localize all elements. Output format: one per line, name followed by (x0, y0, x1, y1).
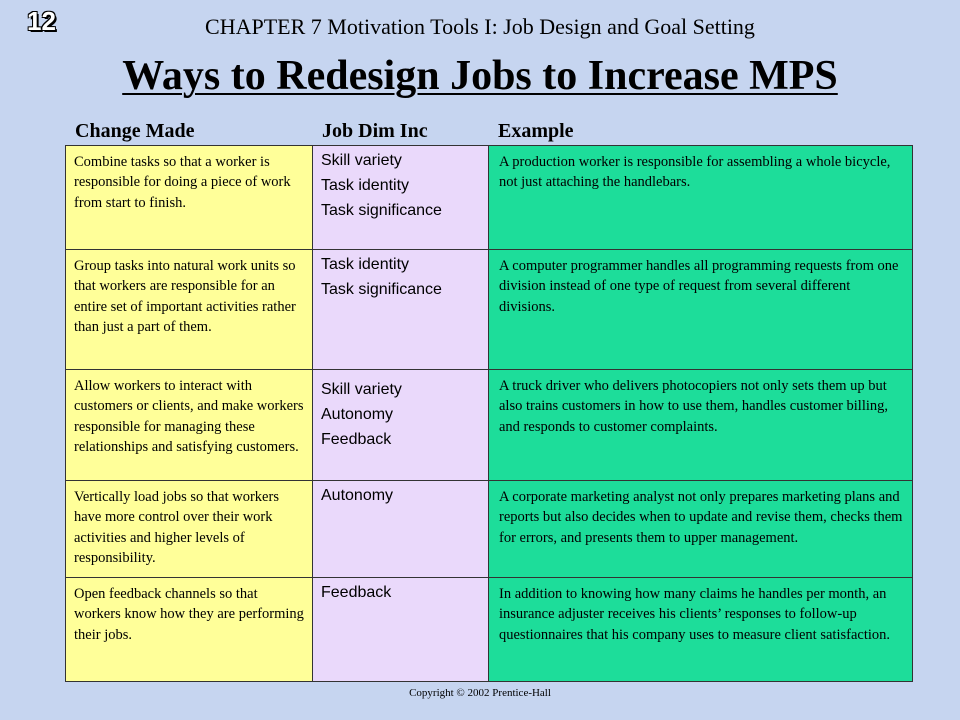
job-dim-item: Autonomy (321, 487, 394, 504)
example-cell: A production worker is responsible for a… (488, 145, 913, 249)
column-header-example: Example (498, 120, 574, 142)
example-cell: A truck driver who delivers photocopiers… (488, 369, 913, 480)
job-dim-cell: Skill variety Autonomy Feedback (312, 369, 488, 480)
job-dim-item: Skill variety (321, 152, 402, 169)
change-cell: Open feedback channels so that workers k… (65, 577, 312, 682)
slide-title: Ways to Redesign Jobs to Increase MPS (122, 53, 838, 99)
job-dim-cell: Skill variety Task identity Task signifi… (312, 145, 488, 249)
job-dim-item: Task identity (321, 176, 410, 194)
change-cell: Vertically load jobs so that workers hav… (65, 480, 312, 577)
chapter-header: CHAPTER 7 Motivation Tools I: Job Design… (205, 14, 755, 39)
job-dim-item: Task identity (321, 256, 410, 273)
job-dim-cell: Autonomy (312, 480, 488, 577)
redesign-table: Combine tasks so that a worker is respon… (65, 145, 913, 682)
example-cell: In addition to knowing how many claims h… (488, 577, 913, 682)
column-header-change: Change Made (75, 120, 195, 142)
example-cell: A computer programmer handles all progra… (488, 249, 913, 369)
example-cell: A corporate marketing analyst not only p… (488, 480, 913, 577)
change-cell: Combine tasks so that a worker is respon… (65, 145, 312, 249)
change-cell: Group tasks into natural work units so t… (65, 249, 312, 369)
job-dim-item: Feedback (321, 584, 392, 601)
job-dim-item: Skill variety (321, 381, 402, 398)
job-dim-item: Feedback (321, 430, 392, 448)
job-dim-cell: Task identity Task significance (312, 249, 488, 369)
column-header-job-dim: Job Dim Inc (322, 120, 428, 142)
job-dim-cell: Feedback (312, 577, 488, 682)
job-dim-item: Task significance (321, 201, 442, 219)
copyright-footer: Copyright © 2002 Prentice-Hall (409, 687, 551, 699)
job-dim-item: Autonomy (321, 405, 394, 423)
job-dim-item: Task significance (321, 280, 442, 298)
slide-number: 12 (27, 6, 56, 36)
change-cell: Allow workers to interact with customers… (65, 369, 312, 480)
